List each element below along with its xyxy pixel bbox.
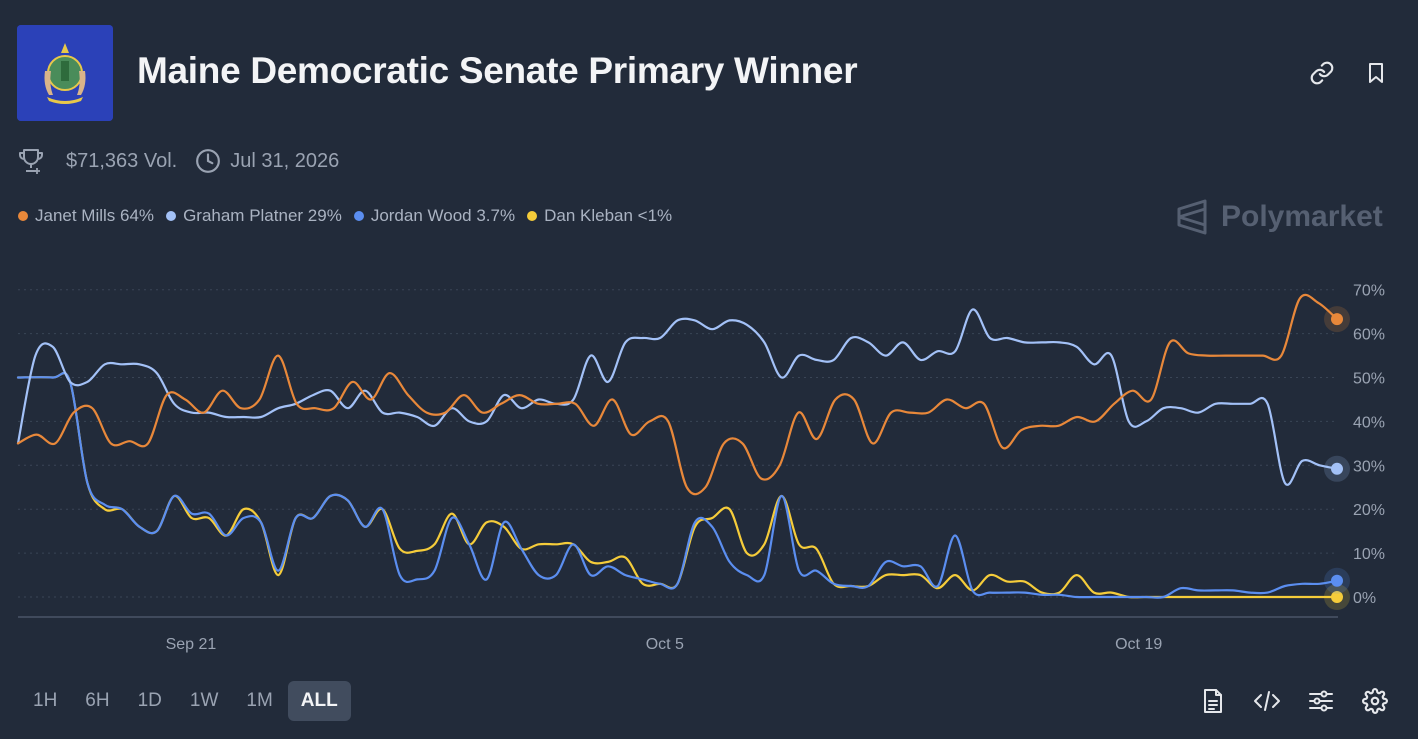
legend-label: Jordan Wood 3.7%: [370, 206, 516, 225]
series-line-janet-mills: [16, 293, 1339, 496]
legend-label: Janet Mills 64%: [35, 206, 155, 225]
x-tick-label: Sep 21: [166, 636, 217, 653]
code-icon[interactable]: [1252, 686, 1282, 716]
legend-dot: [18, 211, 28, 221]
range-1w-button[interactable]: 1W: [189, 690, 219, 711]
legend-entry-jordan-wood[interactable]: Jordan Wood 3.7%: [353, 206, 516, 226]
y-tick-label: 50%: [1353, 371, 1385, 388]
brand-name: Polymarket: [1221, 200, 1383, 233]
series-line-graham-platner: [16, 308, 1339, 486]
y-tick-label: 0%: [1353, 590, 1376, 607]
endpoint-dot: [1331, 313, 1343, 326]
range-1h-button[interactable]: 1H: [33, 690, 58, 711]
chart-tools: [1174, 686, 1390, 716]
maine-seal-icon: [17, 25, 113, 121]
legend-entry-janet-mills[interactable]: Janet Mills 64%: [18, 206, 154, 226]
page-title: Maine Democratic Senate Primary Winner: [137, 50, 858, 91]
time-range-selector: 1H 6H 1D 1W 1M ALL: [20, 681, 353, 721]
series-line-dan-kleban: [16, 371, 1339, 599]
sliders-icon[interactable]: [1306, 686, 1336, 716]
y-tick-label: 40%: [1353, 414, 1385, 431]
market-logo: [17, 25, 113, 121]
series-line-jordan-wood: [16, 371, 1339, 599]
y-tick-label: 60%: [1353, 327, 1385, 344]
endpoint-dot: [1331, 591, 1343, 603]
range-all-button[interactable]: ALL: [287, 681, 351, 721]
x-tick-label: Oct 5: [646, 636, 684, 653]
bookmark-icon[interactable]: [1361, 58, 1391, 88]
x-tick-label: Oct 19: [1115, 636, 1162, 653]
y-tick-label: 70%: [1353, 283, 1385, 300]
legend-label: Graham Platner 29%: [183, 206, 342, 225]
endpoint-dot: [1331, 574, 1343, 587]
legend-entry-dan-kleban[interactable]: Dan Kleban <1%: [527, 206, 672, 226]
clock-icon: [195, 148, 221, 174]
legend-dot: [527, 211, 538, 221]
price-history-chart[interactable]: 0% 10% 20% 30% 40% 50% 60% 70% Sep 21 Oct 5 Oct 19: [0, 270, 1418, 665]
legend-dot: [166, 211, 177, 221]
end-date-text: Jul 31, 2026: [230, 149, 340, 172]
volume-text: $71,363 Vol.: [66, 149, 178, 172]
chart-legend: Janet Mills 64% Graham Platner 29% Jorda…: [18, 206, 684, 226]
market-meta: $71,363 Vol. Jul 31, 2026: [18, 145, 339, 177]
legend-label: Dan Kleban <1%: [544, 206, 673, 225]
gear-icon[interactable]: [1360, 686, 1390, 716]
range-6h-button[interactable]: 6H: [85, 690, 110, 711]
endpoint-dot: [1331, 462, 1343, 475]
polymarket-logo-icon: [1177, 199, 1207, 235]
y-tick-label: 10%: [1353, 546, 1385, 563]
y-tick-label: 30%: [1353, 458, 1385, 475]
legend-dot: [353, 211, 364, 221]
range-1d-button[interactable]: 1D: [137, 690, 162, 711]
polymarket-watermark: Polymarket: [1175, 198, 1383, 236]
range-1m-button[interactable]: 1M: [246, 690, 273, 711]
document-icon[interactable]: [1198, 686, 1228, 716]
link-icon[interactable]: [1307, 58, 1337, 88]
trophy-icon: [18, 147, 44, 175]
y-tick-label: 20%: [1353, 502, 1385, 519]
legend-entry-graham-platner[interactable]: Graham Platner 29%: [166, 206, 342, 226]
